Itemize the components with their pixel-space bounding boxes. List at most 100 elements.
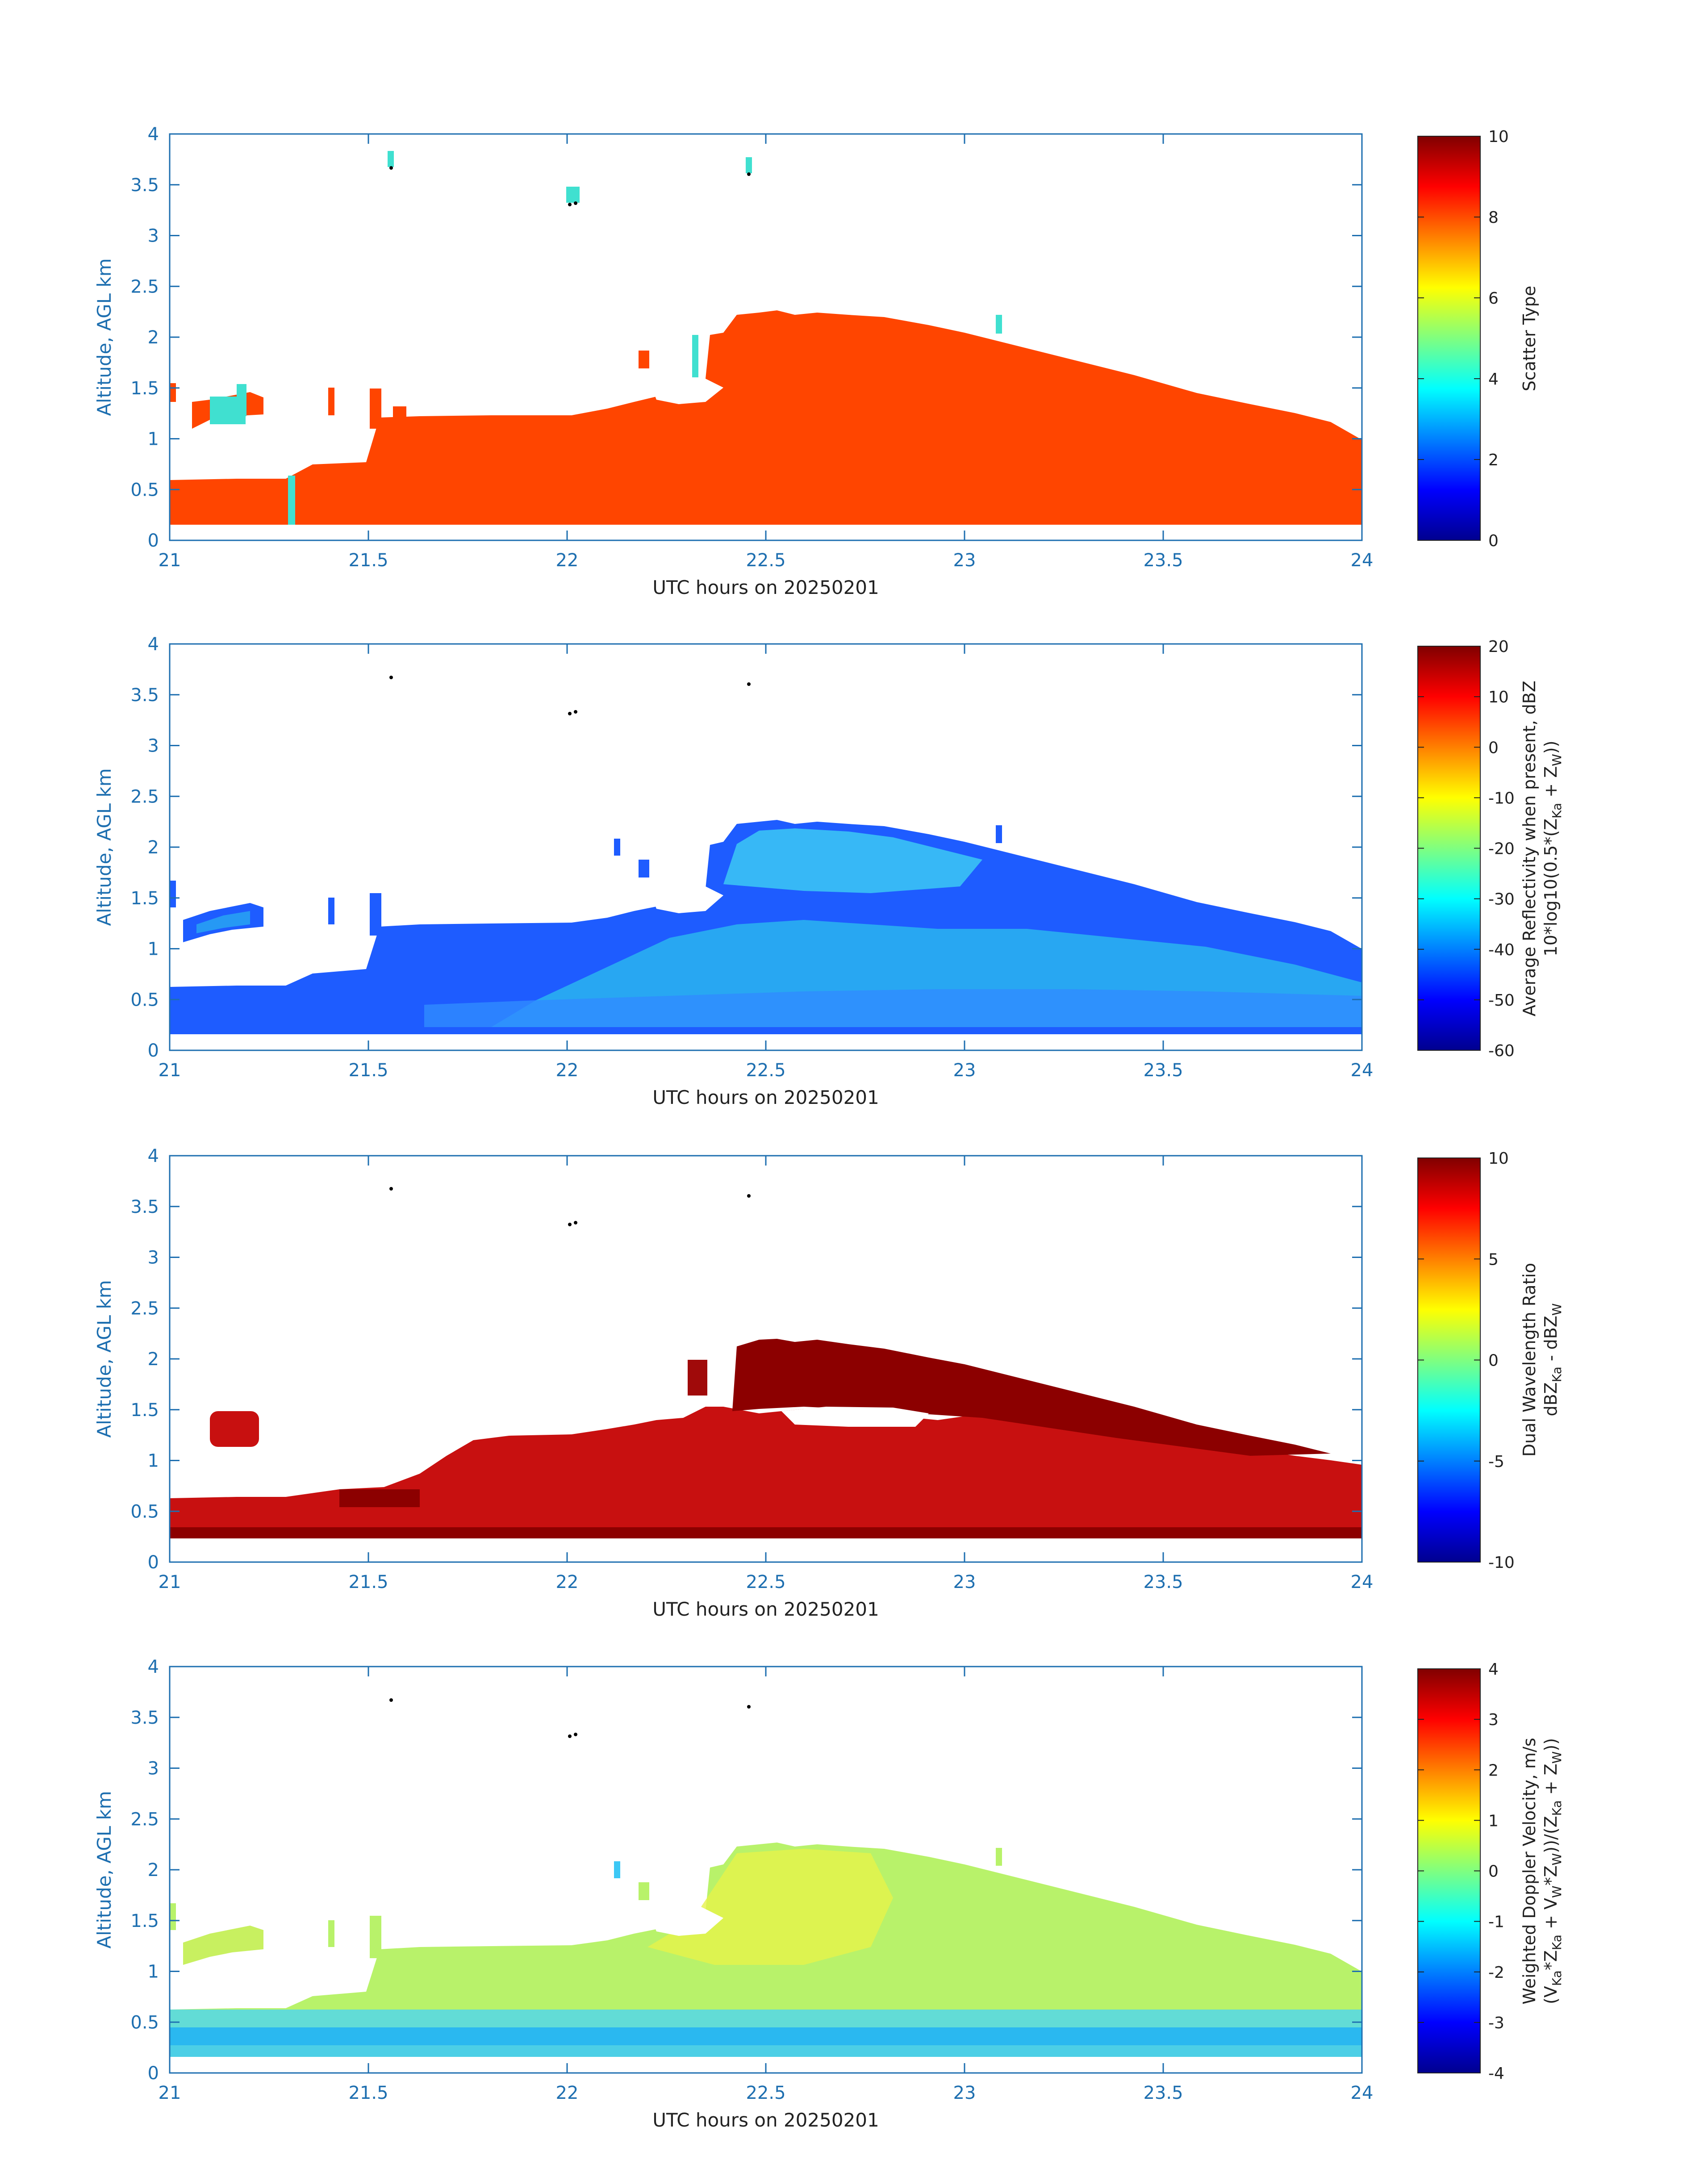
y-tick-label: 1 — [148, 939, 159, 960]
y-tick-label: 2.5 — [130, 1298, 159, 1319]
ref-l2-plus: + Z — [1541, 766, 1561, 803]
x-tick-label: 23 — [953, 1060, 976, 1081]
y-tick-label: 2 — [148, 327, 159, 348]
y-tick-label: 3.5 — [130, 175, 159, 196]
colorbar-tick-label: -40 — [1488, 941, 1515, 959]
cyan-dot-1 — [388, 151, 394, 167]
x-tick-label: 21.5 — [348, 550, 388, 571]
dwr-l2-a: dBZ — [1541, 1382, 1561, 1416]
colorbar-tick-label: -50 — [1488, 991, 1515, 1010]
x-axis-label: UTC hours on 20250201 — [652, 577, 879, 598]
x-tick-label: 24 — [1351, 2083, 1374, 2103]
dop-l2-ka2: Ka — [1549, 1935, 1564, 1950]
dop-l2-p1: *Z — [1541, 1950, 1561, 1970]
cyan-col-3 — [692, 335, 698, 377]
dwr-l2-mid: - dBZ — [1541, 1316, 1561, 1366]
scatter-type-label: Scatter Type — [1520, 286, 1539, 391]
cyan-dot-3 — [746, 157, 752, 173]
dwr-dot-3 — [574, 1221, 577, 1224]
dwr-l2-w: W — [1549, 1303, 1564, 1316]
colorbar-tick-label: 4 — [1488, 370, 1499, 389]
y-tick-label: 2 — [148, 1860, 159, 1880]
y-tick-label: 2.5 — [130, 1809, 159, 1830]
doppler-axes: 21 21.5 22 22.5 23 23.5 2400.511.522.533.54UTC… — [93, 1657, 1373, 2131]
colorbar-tick-label: -20 — [1488, 840, 1515, 858]
ref-dot-1 — [389, 676, 393, 679]
dop-l2-p3: *Z — [1541, 1865, 1561, 1885]
reflectivity-col-a — [170, 881, 176, 907]
x-tick-label: 22 — [556, 550, 579, 571]
y-tick-label: 3.5 — [130, 1708, 159, 1728]
doppler-label-line2: (VKa*ZKa + VW*ZW))/(ZKa + ZW)) — [1541, 1738, 1564, 2004]
doppler-colorbar: -4 -3 -2 -1 0 1 2 3 4 Weighted Doppler Velocity,… — [1417, 1660, 1564, 2083]
y-tick-label: 0.5 — [130, 1501, 159, 1522]
colorbar-tick-label: 0 — [1488, 1352, 1499, 1370]
cloud-gap — [647, 368, 723, 404]
cloud-col-left — [170, 383, 176, 402]
y-tick-label: 1 — [148, 1962, 159, 1982]
ref-l2-close: )) — [1541, 740, 1561, 754]
ref-l2-a: 10*log10(0.5*(Z — [1541, 819, 1561, 957]
colorbar-tick-label: 2 — [1488, 1761, 1499, 1780]
doppler-col-b — [328, 1920, 334, 1947]
colorbar-1 — [1417, 136, 1481, 541]
cyan-col-2 — [288, 476, 295, 525]
doppler-band-cyan2 — [170, 2045, 1362, 2057]
reflectivity-gap — [647, 876, 723, 913]
y-tick-label: 4 — [148, 1657, 159, 1677]
colorbar-tick-label: -2 — [1488, 1964, 1504, 1982]
y-tick-label: 3 — [148, 736, 159, 756]
doppler-col-f — [996, 1848, 1002, 1866]
panel-reflectivity: 21 21.5 22 22.5 23 23.5 2400.511.522.533.54UTC… — [93, 634, 1564, 1108]
colorbar-tick-label: 0 — [1488, 532, 1499, 550]
reflectivity-axes: 21 21.5 22 22.5 23 23.5 2400.511.522.533.54UTC… — [93, 634, 1373, 1108]
y-tick-label: 0 — [148, 1040, 159, 1061]
colorbar-tick-label: -30 — [1488, 890, 1515, 909]
x-tick-label: 22.5 — [746, 2083, 785, 2103]
y-tick-label: 1.5 — [130, 378, 159, 399]
x-tick-label: 22 — [556, 2083, 579, 2103]
dop-dot-4 — [747, 1705, 751, 1709]
y-tick-label: 3 — [148, 1759, 159, 1779]
dop-l2-w3: W — [1549, 1751, 1564, 1764]
x-tick-label: 23.5 — [1143, 2083, 1183, 2103]
x-tick-label: 23.5 — [1143, 1572, 1183, 1592]
dwr-top-band — [339, 1489, 420, 1507]
y-tick-label: 2.5 — [130, 786, 159, 807]
doppler-yellow — [647, 1849, 893, 1965]
y-axis-label: Altitude, AGL km — [93, 258, 115, 416]
y-tick-label: 1.5 — [130, 888, 159, 909]
colorbar-4 — [1417, 1668, 1481, 2073]
dop-dot-1 — [389, 1698, 393, 1702]
colorbar-tick-label: 1 — [1488, 1812, 1499, 1830]
dwr-col-a — [688, 1360, 707, 1396]
reflectivity-label-line2: 10*log10(0.5*(ZKa + ZW)) — [1541, 740, 1564, 956]
doppler-gap — [647, 1899, 723, 1936]
dop-l2-p4: ))/(Z — [1541, 1816, 1561, 1853]
x-tick-label: 22 — [556, 1060, 579, 1081]
black-dot-3 — [574, 201, 577, 205]
x-tick-label: 21 — [159, 2083, 181, 2103]
x-tick-label: 21.5 — [348, 1060, 388, 1081]
dwr-patch-left — [210, 1411, 259, 1447]
cloud-col-b — [370, 389, 381, 429]
x-tick-label: 21 — [159, 1060, 181, 1081]
colorbar-tick-label: -10 — [1488, 1554, 1515, 1572]
colorbar-tick-label: 20 — [1488, 638, 1509, 656]
cloud-col-d — [639, 351, 649, 368]
dop-l2-w2: W — [1549, 1853, 1564, 1866]
y-tick-label: 0 — [148, 1552, 159, 1573]
y-axis-label: Altitude, AGL km — [93, 768, 115, 926]
x-tick-label: 21 — [159, 1572, 181, 1592]
x-tick-label: 21 — [159, 550, 181, 571]
y-tick-label: 1.5 — [130, 1400, 159, 1421]
reflectivity-heatmap — [170, 676, 1362, 1034]
x-tick-label: 21.5 — [348, 2083, 388, 2103]
colorbar-tick-label: 6 — [1488, 289, 1499, 308]
scatter-type-colorbar: 0 2 4 6 8 10 Scatter Type — [1417, 128, 1539, 550]
scatter-type-axes: 21 21.5 22 22.5 23 23.5 2400.511.522.533.54UTC… — [93, 124, 1373, 598]
y-tick-label: 4 — [148, 124, 159, 145]
x-tick-label: 24 — [1351, 550, 1374, 571]
reflectivity-low-band — [424, 989, 1362, 1027]
